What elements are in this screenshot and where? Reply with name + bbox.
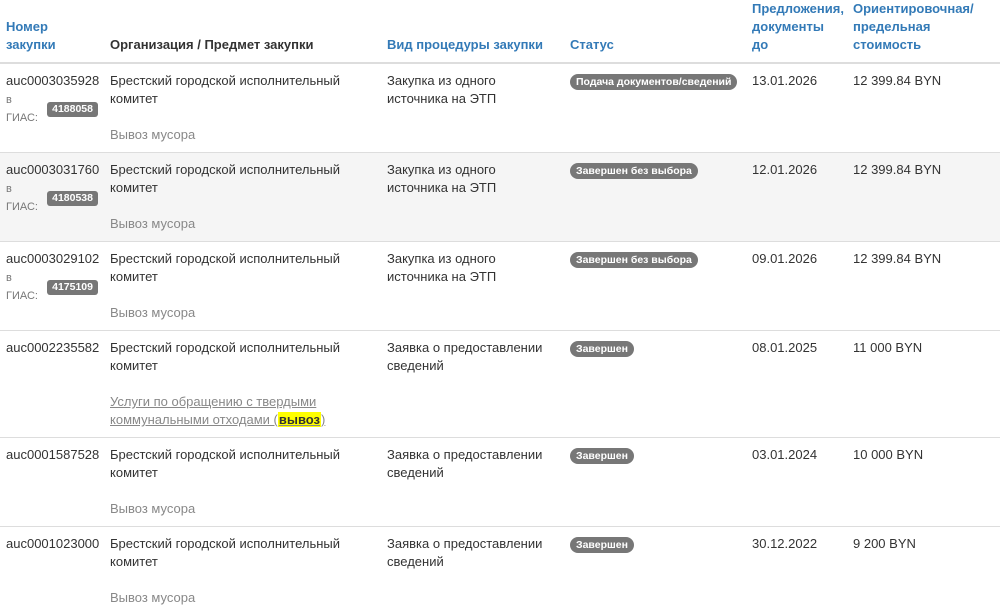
organization-cell: Брестский городской исполнительный комит…: [104, 63, 381, 153]
gias-badge: 4188058: [47, 102, 98, 117]
price-cell: 12 399.84 BYN: [847, 63, 1000, 153]
status-badge: Завершен: [570, 537, 634, 553]
procedure-cell: Закупка из одного источника на ЭТП: [381, 153, 564, 242]
search-highlight: вывоз: [278, 412, 321, 427]
organization-name: Брестский городской исполнительный комит…: [110, 339, 375, 375]
deadline-cell: 13.01.2026: [746, 63, 847, 153]
status-cell: Завершен: [564, 438, 746, 527]
header-price[interactable]: Ориентировочная/ предельная стоимость: [847, 0, 1000, 63]
gias-label: в ГИАС:: [6, 91, 43, 127]
procurement-number[interactable]: auc0003035928: [6, 72, 98, 90]
status-badge: Завершен: [570, 448, 634, 464]
deadline-cell: 09.01.2026: [746, 242, 847, 331]
price-cell: 11 000 BYN: [847, 331, 1000, 438]
organization-name: Брестский городской исполнительный комит…: [110, 161, 375, 197]
deadline-cell: 30.12.2022: [746, 527, 847, 615]
organization-name: Брестский городской исполнительный комит…: [110, 250, 375, 286]
procurement-number[interactable]: auc0001023000: [6, 535, 98, 553]
procurement-number[interactable]: auc0002235582: [6, 339, 98, 357]
procurement-number[interactable]: auc0003029102: [6, 250, 98, 268]
status-cell: Завершен: [564, 331, 746, 438]
number-cell: auc0001023000: [0, 527, 104, 615]
gias-info: в ГИАС: 4175109: [6, 269, 98, 305]
subject-text: Вывоз мусора: [110, 589, 375, 607]
header-procedure[interactable]: Вид процедуры закупки: [381, 0, 564, 63]
status-cell: Подача документов/сведений: [564, 63, 746, 153]
gias-label: в ГИАС:: [6, 180, 43, 216]
subject-text: Вывоз мусора: [110, 304, 375, 322]
organization-cell: Брестский городской исполнительный комит…: [104, 438, 381, 527]
table-row[interactable]: auc0001023000 Брестский городской исполн…: [0, 527, 1000, 615]
number-cell: auc0002235582: [0, 331, 104, 438]
gias-info: в ГИАС: 4188058: [6, 91, 98, 127]
organization-cell: Брестский городской исполнительный комит…: [104, 527, 381, 615]
status-cell: Завершен без выбора: [564, 153, 746, 242]
status-cell: Завершен без выбора: [564, 242, 746, 331]
procedure-cell: Заявка о предоставлении сведений: [381, 438, 564, 527]
organization-name: Брестский городской исполнительный комит…: [110, 72, 375, 108]
status-cell: Завершен: [564, 527, 746, 615]
subject-text: Вывоз мусора: [110, 215, 375, 233]
header-organization: Организация / Предмет закупки: [104, 0, 381, 63]
subject-link[interactable]: Услуги по обращению с твердыми коммуналь…: [110, 393, 375, 429]
deadline-cell: 03.01.2024: [746, 438, 847, 527]
procedure-cell: Закупка из одного источника на ЭТП: [381, 63, 564, 153]
organization-name: Брестский городской исполнительный комит…: [110, 535, 375, 571]
header-status[interactable]: Статус: [564, 0, 746, 63]
price-cell: 12 399.84 BYN: [847, 242, 1000, 331]
status-badge: Завершен без выбора: [570, 252, 698, 268]
deadline-cell: 08.01.2025: [746, 331, 847, 438]
table-row[interactable]: auc0002235582 Брестский городской исполн…: [0, 331, 1000, 438]
status-badge: Завершен: [570, 341, 634, 357]
status-badge: Завершен без выбора: [570, 163, 698, 179]
subject-link-text: ): [321, 412, 325, 427]
subject-text: Вывоз мусора: [110, 500, 375, 518]
procurement-number[interactable]: auc0003031760: [6, 161, 98, 179]
subject-text: Вывоз мусора: [110, 126, 375, 144]
gias-info: в ГИАС: 4180538: [6, 180, 98, 216]
table-row[interactable]: auc0001587528 Брестский городской исполн…: [0, 438, 1000, 527]
gias-badge: 4180538: [47, 191, 98, 206]
procedure-cell: Закупка из одного источника на ЭТП: [381, 242, 564, 331]
status-badge: Подача документов/сведений: [570, 74, 737, 90]
procurement-number[interactable]: auc0001587528: [6, 446, 98, 464]
price-cell: 12 399.84 BYN: [847, 153, 1000, 242]
gias-badge: 4175109: [47, 280, 98, 295]
organization-cell: Брестский городской исполнительный комит…: [104, 153, 381, 242]
procedure-cell: Заявка о предоставлении сведений: [381, 331, 564, 438]
number-cell: auc0001587528: [0, 438, 104, 527]
header-number[interactable]: Номер закупки: [0, 0, 104, 63]
organization-cell: Брестский городской исполнительный комит…: [104, 242, 381, 331]
price-cell: 9 200 BYN: [847, 527, 1000, 615]
organization-cell: Брестский городской исполнительный комит…: [104, 331, 381, 438]
header-deadline[interactable]: Предложения, документы до: [746, 0, 847, 63]
procedure-cell: Заявка о предоставлении сведений: [381, 527, 564, 615]
deadline-cell: 12.01.2026: [746, 153, 847, 242]
gias-label: в ГИАС:: [6, 269, 43, 305]
organization-name: Брестский городской исполнительный комит…: [110, 446, 375, 482]
price-cell: 10 000 BYN: [847, 438, 1000, 527]
